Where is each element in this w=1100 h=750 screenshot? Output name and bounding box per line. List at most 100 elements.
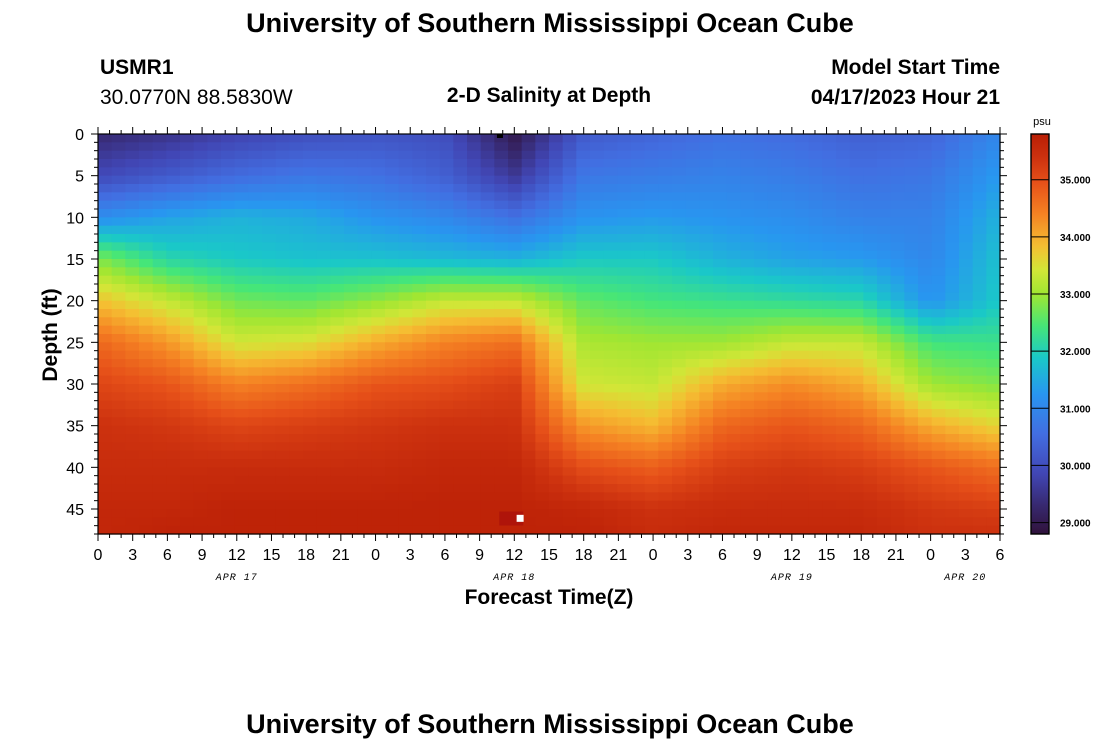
heatmap-cell — [672, 275, 687, 285]
heatmap-cell — [111, 150, 126, 160]
heatmap-cell — [316, 459, 331, 468]
heatmap-cell — [508, 242, 523, 252]
model-start-label: Model Start Time — [831, 56, 1000, 79]
heatmap-cell — [617, 375, 632, 385]
heatmap-cell — [631, 217, 646, 227]
heatmap-cell — [439, 259, 454, 268]
heatmap-cell — [248, 225, 263, 235]
heatmap-cell — [904, 375, 919, 385]
heatmap-cell — [644, 434, 659, 443]
page-title: University of Southern Mississippi Ocean… — [246, 8, 854, 38]
heatmap-cell — [330, 492, 345, 502]
heatmap-cell — [439, 325, 454, 335]
heatmap-cell — [685, 267, 700, 277]
heatmap-cell — [863, 350, 878, 360]
heatmap-cell — [754, 200, 769, 210]
heatmap-cell — [275, 384, 290, 393]
heatmap-cell — [357, 409, 372, 418]
heatmap-cell — [494, 134, 509, 143]
heatmap-cell — [986, 375, 1001, 385]
heatmap-cell — [262, 325, 277, 335]
heatmap-cell — [508, 500, 523, 510]
heatmap-cell — [890, 292, 905, 302]
heatmap-cell — [781, 150, 796, 160]
heatmap-cell — [535, 250, 550, 260]
heatmap-cell — [344, 342, 359, 352]
heatmap-cell — [111, 509, 126, 518]
heatmap-cell — [439, 442, 454, 452]
heatmap-cell — [986, 134, 1001, 143]
heatmap-cell — [576, 159, 591, 168]
heatmap-cell — [590, 209, 605, 218]
heatmap-cell — [685, 475, 700, 485]
heatmap-cell — [193, 342, 208, 352]
heatmap-cell — [576, 225, 591, 235]
heatmap-cell — [412, 417, 427, 427]
heatmap-cell — [193, 459, 208, 468]
heatmap-cell — [603, 292, 618, 302]
heatmap-cell — [480, 142, 495, 152]
heatmap-cell — [152, 292, 167, 302]
heatmap-cell — [412, 317, 427, 327]
heatmap-cell — [303, 359, 318, 368]
heatmap-cell — [508, 250, 523, 260]
heatmap-cell — [890, 367, 905, 377]
heatmap-cell — [590, 409, 605, 418]
heatmap-cell — [808, 225, 823, 235]
heatmap-cell — [357, 384, 372, 393]
heatmap-cell — [562, 275, 577, 285]
heatmap-cell — [467, 409, 482, 418]
heatmap-cell — [576, 459, 591, 468]
heatmap-cell — [754, 467, 769, 477]
heatmap-cell — [98, 525, 113, 535]
heatmap-cell — [699, 225, 714, 235]
heatmap-cell — [289, 134, 304, 143]
heatmap-cell — [344, 409, 359, 418]
heatmap-cell — [795, 434, 810, 443]
heatmap-cell — [385, 200, 400, 210]
heatmap-cell — [316, 175, 331, 185]
heatmap-cell — [357, 309, 372, 318]
heatmap-cell — [494, 392, 509, 402]
heatmap-cell — [590, 459, 605, 468]
heatmap-cell — [262, 317, 277, 327]
heatmap-cell — [590, 259, 605, 268]
heatmap-cell — [726, 234, 741, 243]
heatmap-cell — [303, 275, 318, 285]
heatmap-cell — [303, 250, 318, 260]
heatmap-cell — [740, 250, 755, 260]
heatmap-cell — [890, 234, 905, 243]
heatmap-cell — [890, 200, 905, 210]
heatmap-cell — [672, 475, 687, 485]
heatmap-cell — [494, 425, 509, 435]
heatmap-cell — [740, 517, 755, 527]
heatmap-cell — [371, 300, 386, 310]
heatmap-cell — [152, 250, 167, 260]
heatmap-cell — [125, 509, 140, 518]
heatmap-cell — [152, 392, 167, 402]
heatmap-cell — [631, 292, 646, 302]
heatmap-cell — [781, 292, 796, 302]
heatmap-cell — [207, 384, 222, 393]
heatmap-cell — [289, 384, 304, 393]
heatmap-cell — [439, 375, 454, 385]
heatmap-cell — [754, 442, 769, 452]
heatmap-cell — [590, 375, 605, 385]
heatmap-cell — [180, 217, 195, 227]
heatmap-cell — [207, 317, 222, 327]
heatmap-cell — [480, 417, 495, 427]
heatmap-cell — [535, 225, 550, 235]
heatmap-cell — [303, 350, 318, 360]
heatmap-cell — [248, 425, 263, 435]
heatmap-cell — [781, 509, 796, 518]
heatmap-cell — [754, 259, 769, 268]
heatmap-cell — [986, 192, 1001, 202]
heatmap-cell — [877, 184, 892, 193]
heatmap-cell — [576, 375, 591, 385]
heatmap-cell — [685, 517, 700, 527]
heatmap-cell — [904, 517, 919, 527]
heatmap-cell — [822, 167, 837, 177]
heatmap-cell — [385, 484, 400, 493]
heatmap-cell — [275, 175, 290, 185]
heatmap-cell — [166, 375, 181, 385]
